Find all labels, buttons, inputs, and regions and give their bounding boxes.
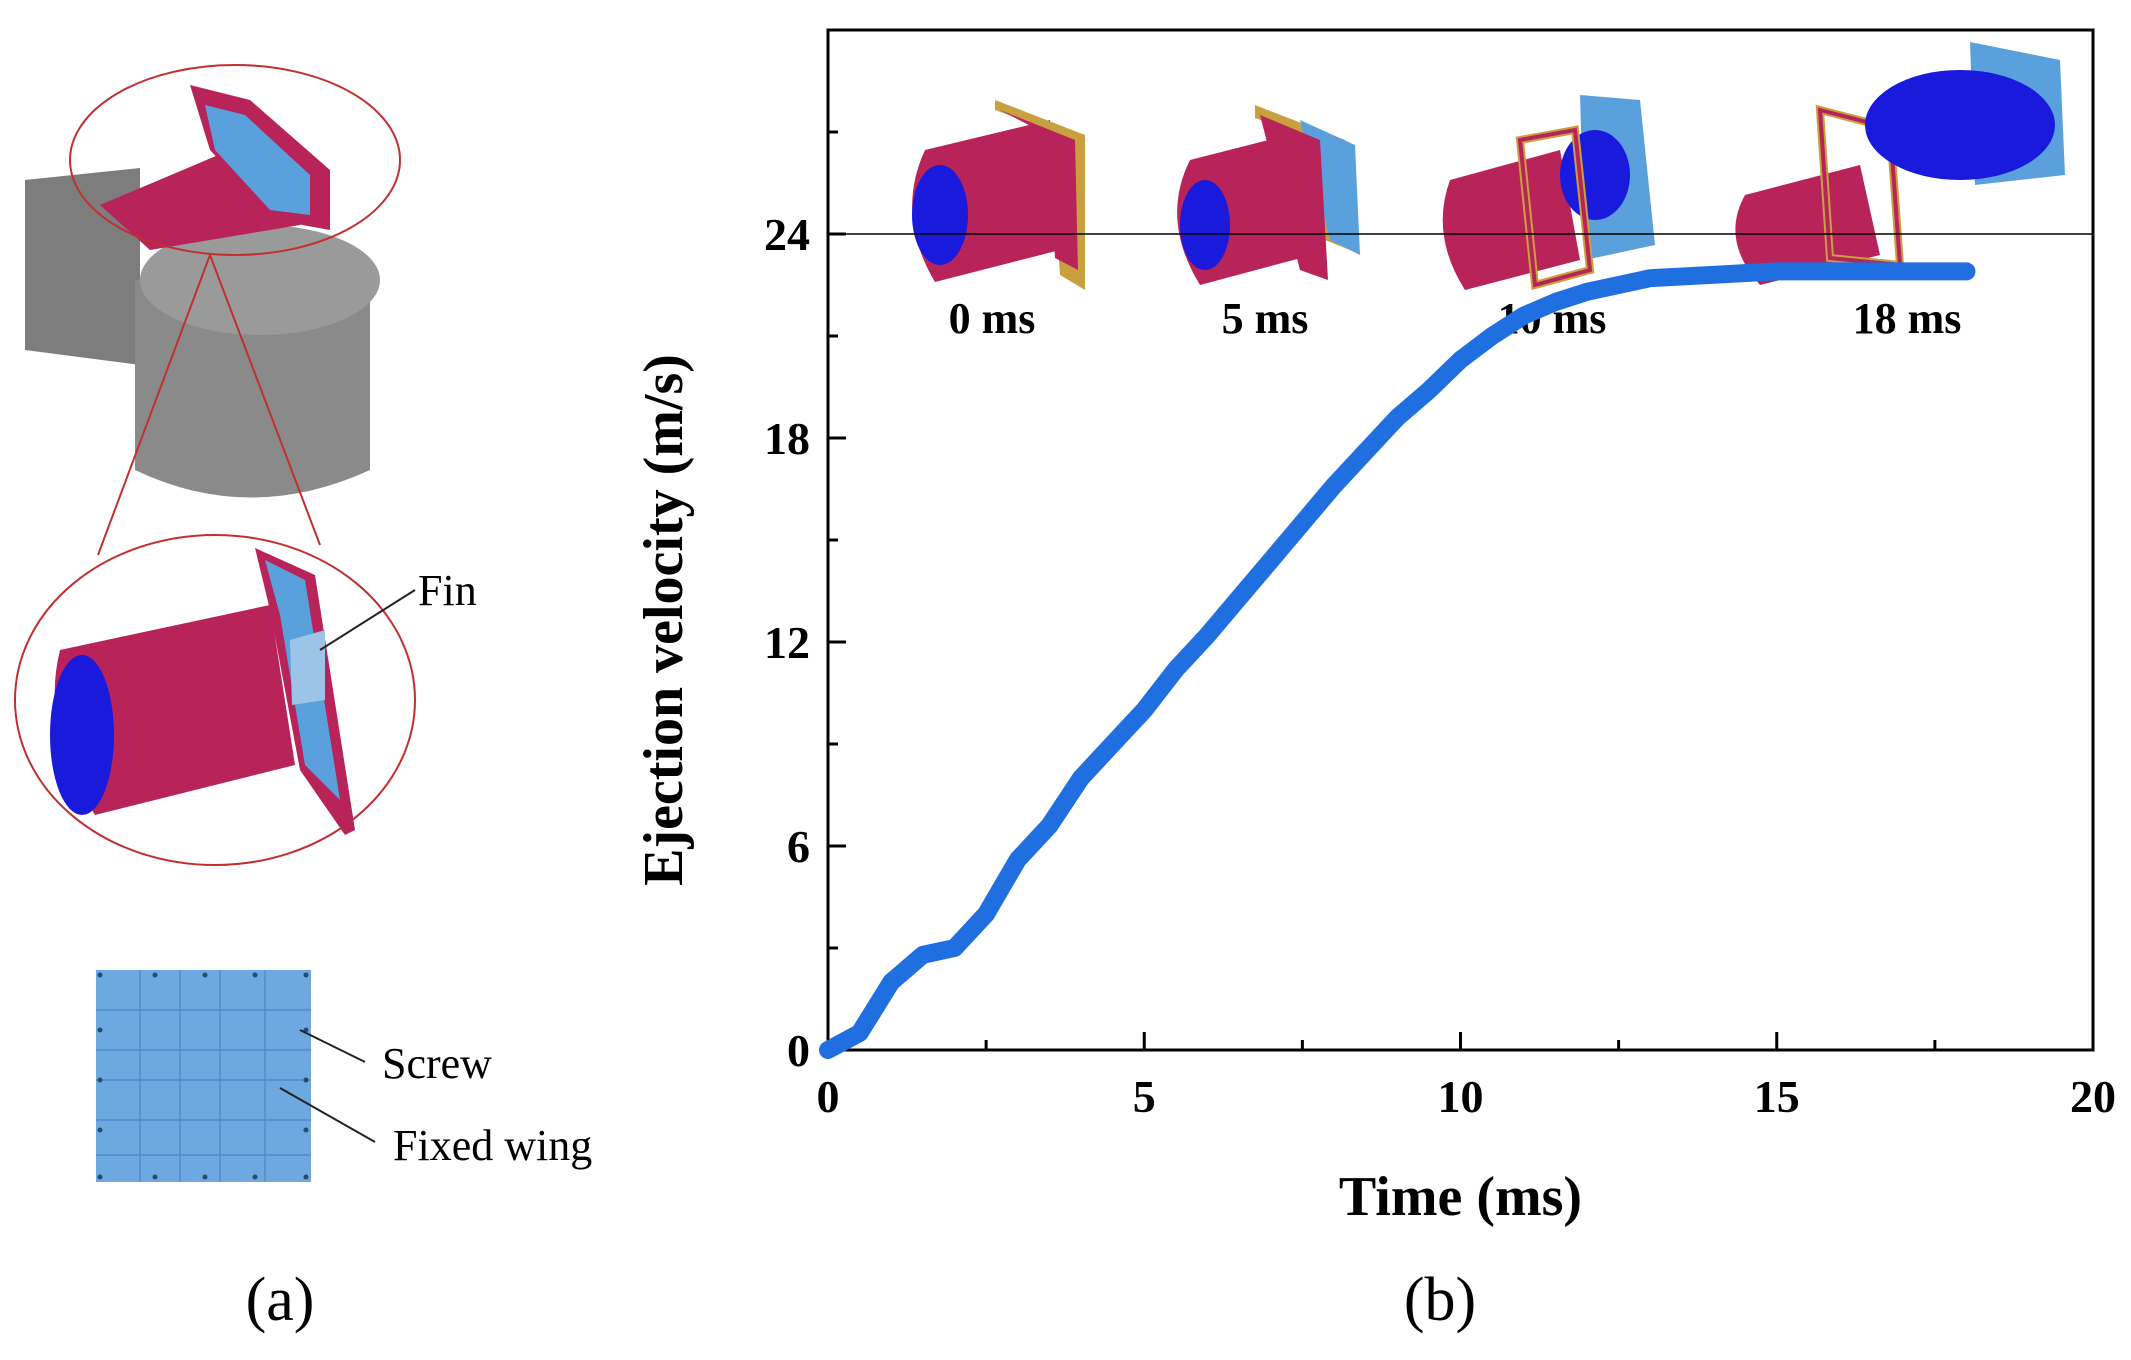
zoom-circle-top	[69, 64, 401, 256]
y-tick-label: 24	[764, 209, 810, 260]
missile-icon	[912, 165, 968, 265]
y-tick-label: 6	[787, 821, 810, 872]
velocity-series-line	[819, 262, 1976, 1059]
inset-label-0ms: 0 ms	[949, 294, 1036, 343]
x-tick-label: 20	[2070, 1071, 2116, 1122]
fixed-wing-leader	[279, 1087, 376, 1143]
snapshot-0ms	[912, 100, 1085, 290]
panel-a-label: (a)	[246, 1266, 315, 1334]
x-tick-label: 0	[817, 1071, 840, 1122]
zoom-connector-right	[209, 254, 321, 546]
snapshot-5ms	[1177, 105, 1360, 285]
zoom-circle-bottom	[14, 534, 416, 866]
missile-icon	[1560, 130, 1630, 220]
x-axis-title: Time (ms)	[1339, 1166, 1582, 1228]
zoom-missile-nose	[50, 655, 114, 815]
x-tick-label: 15	[1754, 1071, 1800, 1122]
missile-icon	[1865, 70, 2055, 180]
fixed-wing-icon	[96, 970, 311, 1182]
zoom-connector-left	[97, 254, 211, 556]
snapshot-10ms	[1442, 95, 1655, 291]
inset-label-18ms: 18 ms	[1853, 294, 1962, 343]
y-axis-title: Ejection velocity (m/s)	[633, 354, 695, 886]
screw-leader	[299, 1029, 366, 1063]
inset-snapshots: 0 ms 5 ms 10 ms 18 ms	[912, 42, 2065, 343]
screw-markers	[97, 972, 309, 1180]
axis-ticks	[826, 28, 2095, 1052]
mesh-plate	[25, 168, 140, 365]
mesh-cylinder	[135, 280, 370, 498]
fin-icon	[290, 630, 325, 705]
y-tick-label: 18	[764, 413, 810, 464]
missile-icon	[1180, 180, 1230, 270]
y-tick-label: 12	[764, 617, 810, 668]
panel-b-label: (b)	[1404, 1266, 1476, 1334]
zoom-tube	[54, 605, 296, 815]
x-tick-label: 10	[1438, 1071, 1484, 1122]
fin-leader	[319, 589, 416, 651]
screw-label: Screw	[382, 1039, 492, 1088]
inset-label-5ms: 5 ms	[1222, 294, 1309, 343]
snapshot-18ms	[1735, 42, 2065, 285]
fixed-wing-grid	[96, 970, 311, 1182]
panel-a-illustration: Fin Screw Fixed wing	[14, 64, 592, 1182]
top-wing	[205, 105, 310, 215]
y-tick-label: 0	[787, 1025, 810, 1076]
velocity-chart: 0 5 10 15 20 0 6 12 18 24 Time (ms) Ejection velo…	[633, 28, 2116, 1228]
axis-tick-labels: 0 5 10 15 20 0 6 12 18 24	[764, 209, 2116, 1122]
fixed-wing-label: Fixed wing	[393, 1121, 592, 1170]
x-tick-label: 5	[1133, 1071, 1156, 1122]
fin-label: Fin	[418, 566, 477, 615]
